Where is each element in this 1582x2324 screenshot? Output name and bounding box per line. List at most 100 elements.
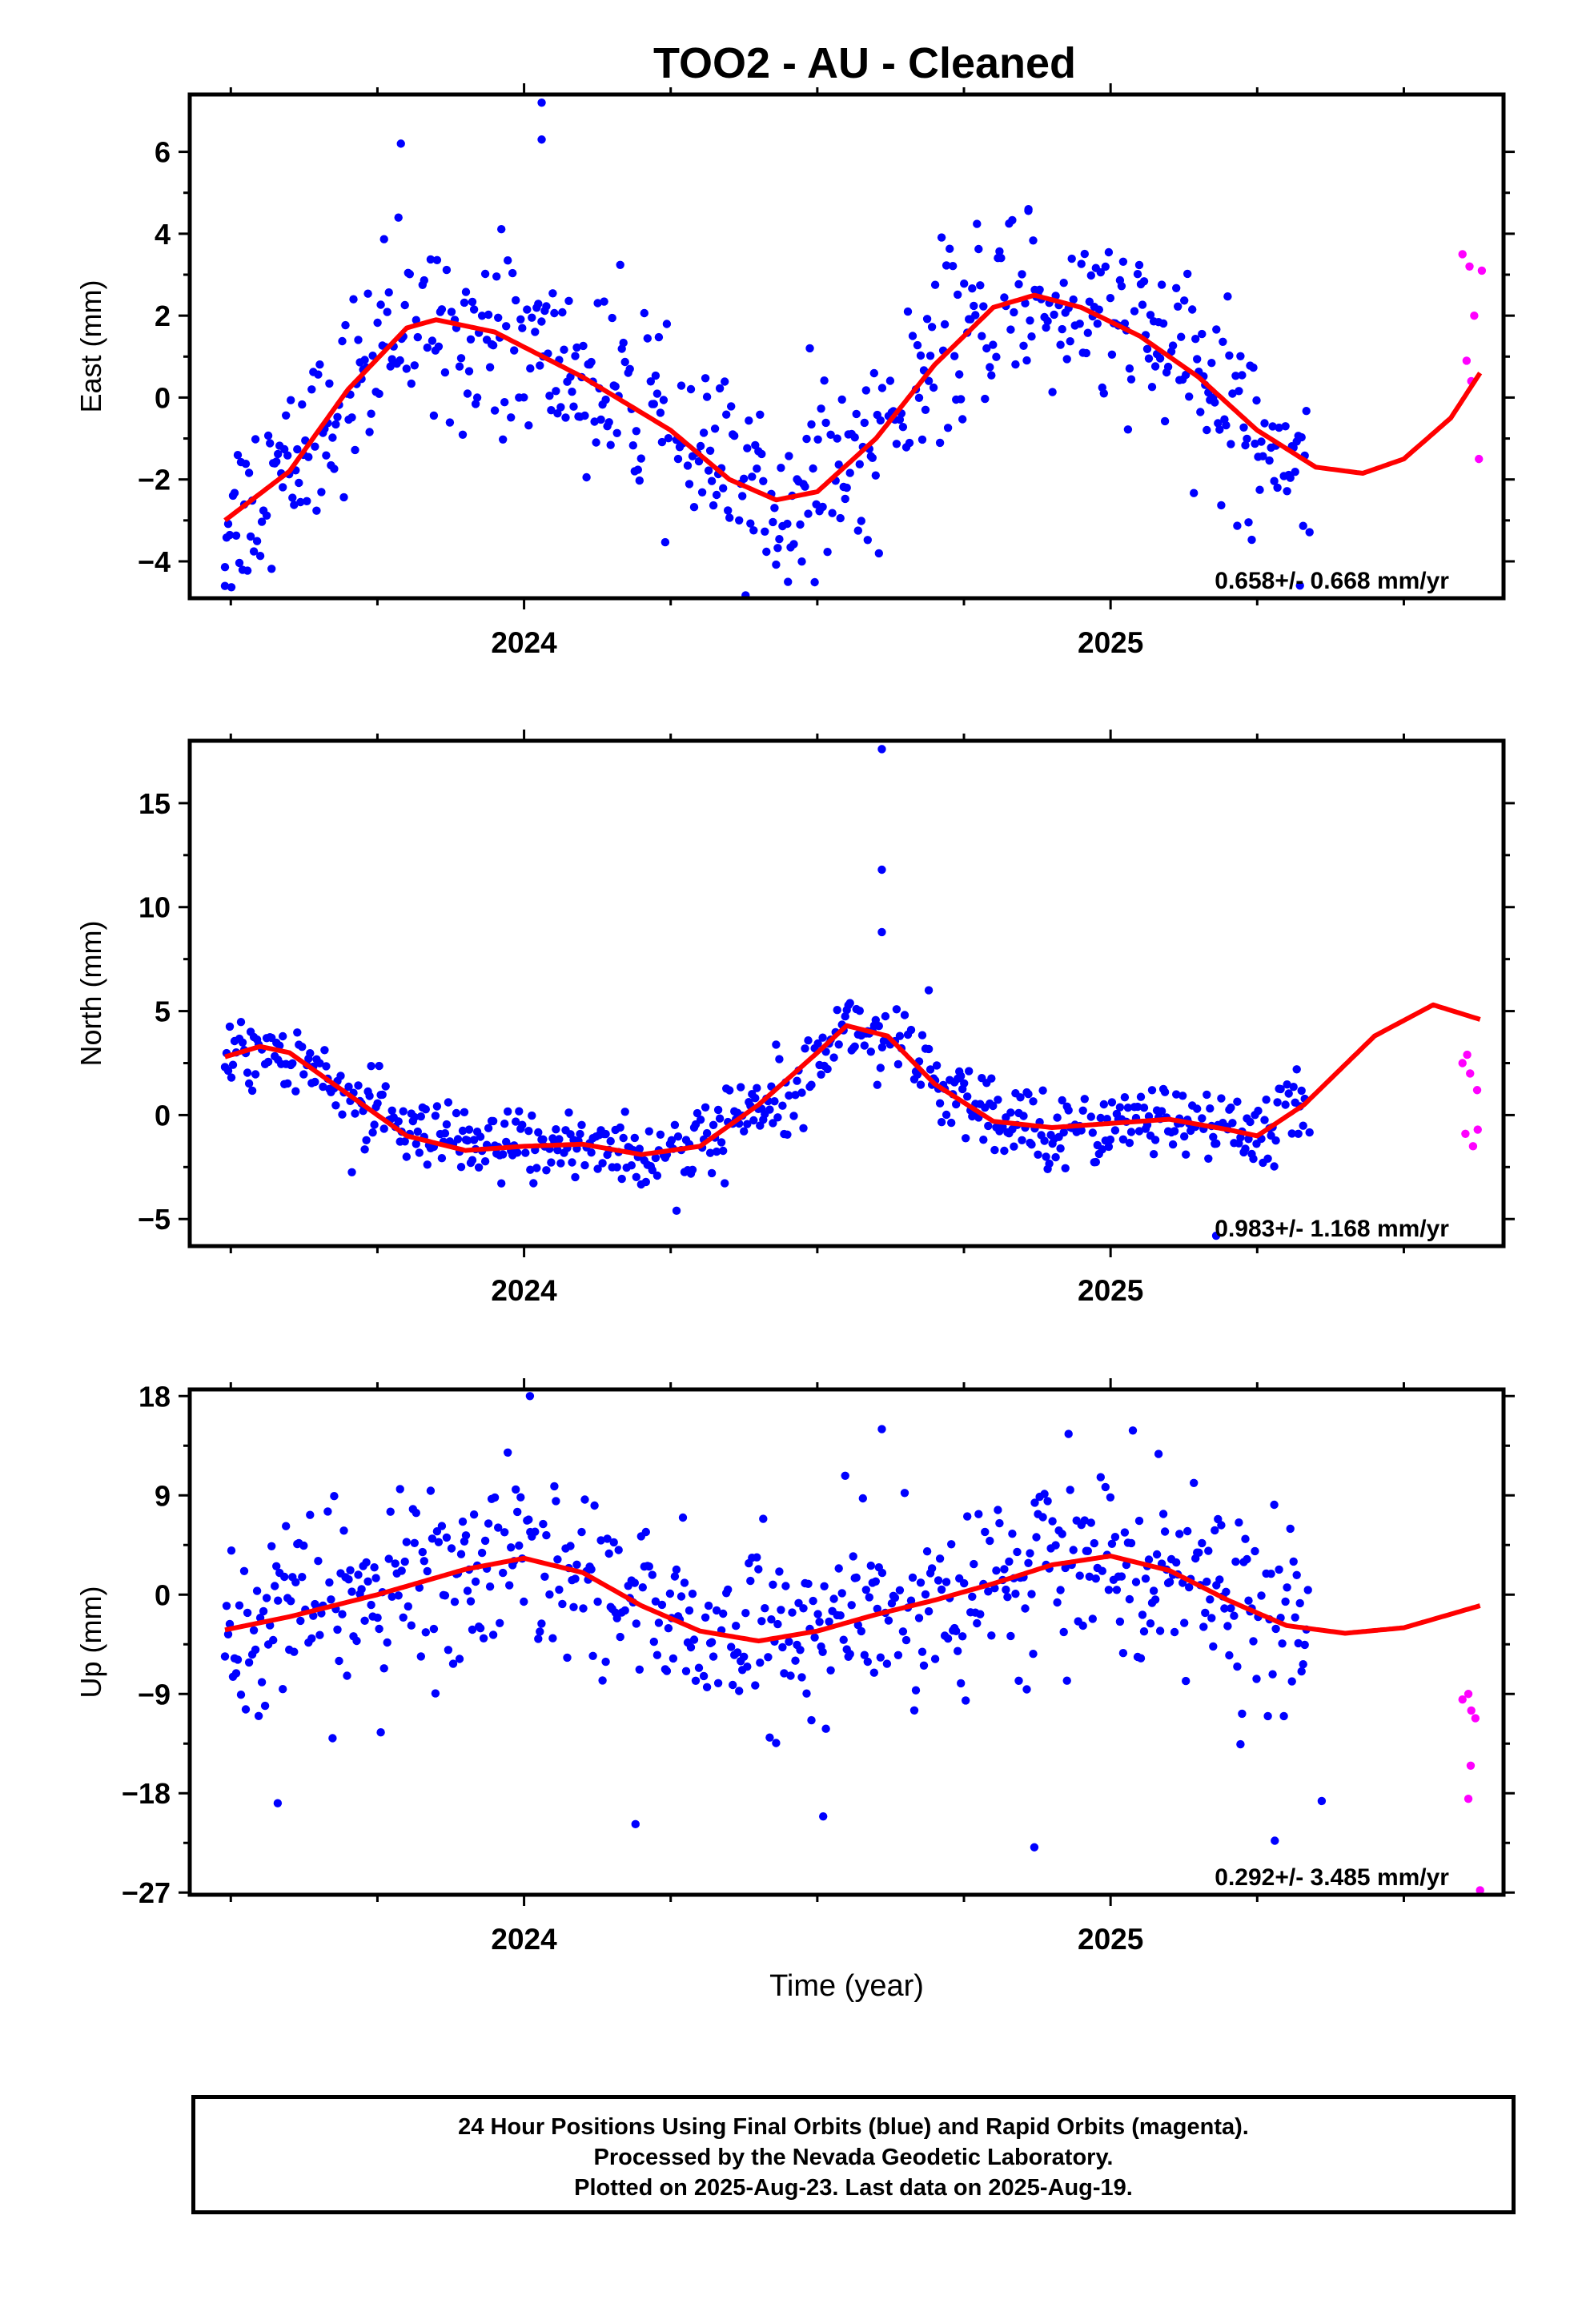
final-orbit-point bbox=[468, 1156, 477, 1164]
final-orbit-point bbox=[681, 1667, 691, 1675]
final-orbit-point bbox=[994, 1506, 1002, 1514]
final-orbit-point bbox=[640, 308, 648, 318]
final-orbit-point bbox=[893, 1651, 903, 1659]
final-orbit-point bbox=[563, 1653, 572, 1663]
final-orbit-point bbox=[410, 1112, 419, 1122]
final-orbit-point bbox=[727, 1642, 736, 1651]
final-orbit-point bbox=[315, 1059, 324, 1068]
final-orbit-point bbox=[223, 1066, 233, 1076]
final-orbit-point bbox=[1303, 1586, 1312, 1594]
final-orbit-point bbox=[821, 418, 830, 428]
final-orbit-point bbox=[1231, 1557, 1240, 1566]
final-orbit-point bbox=[251, 1070, 260, 1079]
final-orbit-point bbox=[1235, 387, 1243, 396]
final-orbit-point bbox=[1106, 1135, 1115, 1144]
y-axis-label: North (mm) bbox=[74, 921, 107, 1067]
final-orbit-point bbox=[298, 1043, 307, 1051]
final-orbit-point bbox=[778, 1101, 787, 1110]
final-orbit-point bbox=[518, 324, 527, 332]
final-orbit-point bbox=[667, 1136, 677, 1145]
final-orbit-point bbox=[813, 1039, 822, 1048]
final-orbit-point bbox=[569, 402, 578, 411]
final-orbit-point bbox=[930, 280, 940, 289]
final-orbit-point bbox=[381, 1082, 390, 1091]
final-orbit-point bbox=[669, 1654, 678, 1663]
final-orbit-point bbox=[1172, 283, 1181, 292]
final-orbit-point bbox=[371, 1574, 380, 1582]
final-orbit-point bbox=[532, 1164, 541, 1172]
final-orbit-point bbox=[987, 1631, 996, 1640]
final-orbit-point bbox=[1032, 1533, 1041, 1542]
final-orbit-point bbox=[616, 260, 624, 269]
final-orbit-point bbox=[807, 1715, 816, 1725]
final-orbit-point bbox=[1144, 354, 1154, 363]
final-orbit-point bbox=[442, 1120, 452, 1129]
final-orbit-point bbox=[227, 1073, 236, 1082]
final-orbit-point bbox=[1155, 354, 1165, 363]
final-orbit-point bbox=[785, 1091, 793, 1100]
final-orbit-point bbox=[863, 1657, 873, 1667]
final-orbit-point bbox=[317, 488, 326, 497]
final-orbit-point bbox=[799, 1124, 808, 1133]
final-orbit-point bbox=[550, 1482, 559, 1491]
final-orbit-point bbox=[751, 1681, 760, 1690]
final-orbit-point bbox=[913, 340, 922, 350]
final-orbit-point bbox=[1133, 270, 1142, 279]
final-orbit-point bbox=[715, 384, 725, 393]
final-orbit-point bbox=[730, 432, 739, 440]
final-orbit-point bbox=[1305, 528, 1314, 537]
final-orbit-point bbox=[732, 1622, 741, 1630]
final-orbit-point bbox=[833, 1006, 841, 1015]
final-orbit-point bbox=[1244, 1135, 1253, 1144]
final-orbit-point bbox=[1006, 1108, 1015, 1117]
final-orbit-point bbox=[757, 449, 766, 459]
final-orbit-point bbox=[1271, 1836, 1279, 1845]
final-orbit-point bbox=[1086, 271, 1096, 280]
final-orbit-point bbox=[772, 1739, 781, 1747]
final-orbit-point bbox=[1207, 359, 1216, 368]
final-orbit-point bbox=[1295, 1598, 1304, 1608]
final-orbit-point bbox=[536, 361, 544, 370]
final-orbit-point bbox=[434, 342, 444, 351]
final-orbit-point bbox=[1157, 1107, 1166, 1116]
final-orbit-point bbox=[1190, 489, 1199, 497]
final-orbit-point bbox=[797, 1088, 806, 1097]
final-orbit-point bbox=[1163, 362, 1173, 372]
final-orbit-point bbox=[631, 1819, 640, 1829]
final-orbit-point bbox=[852, 409, 861, 419]
final-orbit-point bbox=[477, 312, 487, 320]
final-orbit-point bbox=[1091, 1157, 1101, 1167]
final-orbit-point bbox=[845, 1650, 854, 1659]
east-panel: −4 −2 0 2 4 6 2024 2025 East (mm) 0.658+/- 0.668 … bbox=[74, 83, 1515, 659]
final-orbit-point bbox=[1302, 407, 1311, 416]
final-orbit-point bbox=[664, 434, 673, 443]
final-orbit-point bbox=[611, 382, 620, 391]
final-orbit-point bbox=[1211, 1526, 1219, 1535]
rapid-orbit-point bbox=[1464, 1690, 1473, 1699]
final-orbit-point bbox=[987, 1074, 996, 1083]
final-orbit-point bbox=[1098, 1145, 1107, 1154]
final-orbit-point bbox=[485, 363, 495, 372]
rapid-orbit-point bbox=[1466, 1761, 1476, 1771]
final-orbit-point bbox=[1045, 1159, 1054, 1168]
final-orbit-point bbox=[659, 396, 669, 404]
final-orbit-point bbox=[1222, 1587, 1231, 1597]
final-orbit-point bbox=[1016, 1093, 1025, 1102]
final-orbit-point bbox=[1190, 1478, 1199, 1488]
final-orbit-point bbox=[1131, 1578, 1141, 1586]
final-orbit-point bbox=[391, 1559, 400, 1568]
final-orbit-point bbox=[547, 1158, 556, 1167]
final-orbit-point bbox=[518, 1120, 527, 1129]
final-orbit-point bbox=[957, 395, 966, 404]
final-orbit-point bbox=[1034, 1150, 1042, 1160]
final-orbit-point bbox=[360, 1145, 369, 1154]
y-tick-label: −2 bbox=[138, 464, 171, 497]
final-orbit-point bbox=[947, 1540, 956, 1549]
final-orbit-point bbox=[269, 1635, 278, 1645]
final-orbit-point bbox=[877, 745, 886, 754]
final-orbit-point bbox=[440, 1129, 450, 1138]
final-orbit-point bbox=[1214, 419, 1223, 428]
final-orbit-point bbox=[282, 1522, 291, 1530]
final-orbit-point bbox=[479, 1634, 488, 1642]
final-orbit-point bbox=[1107, 1539, 1117, 1549]
